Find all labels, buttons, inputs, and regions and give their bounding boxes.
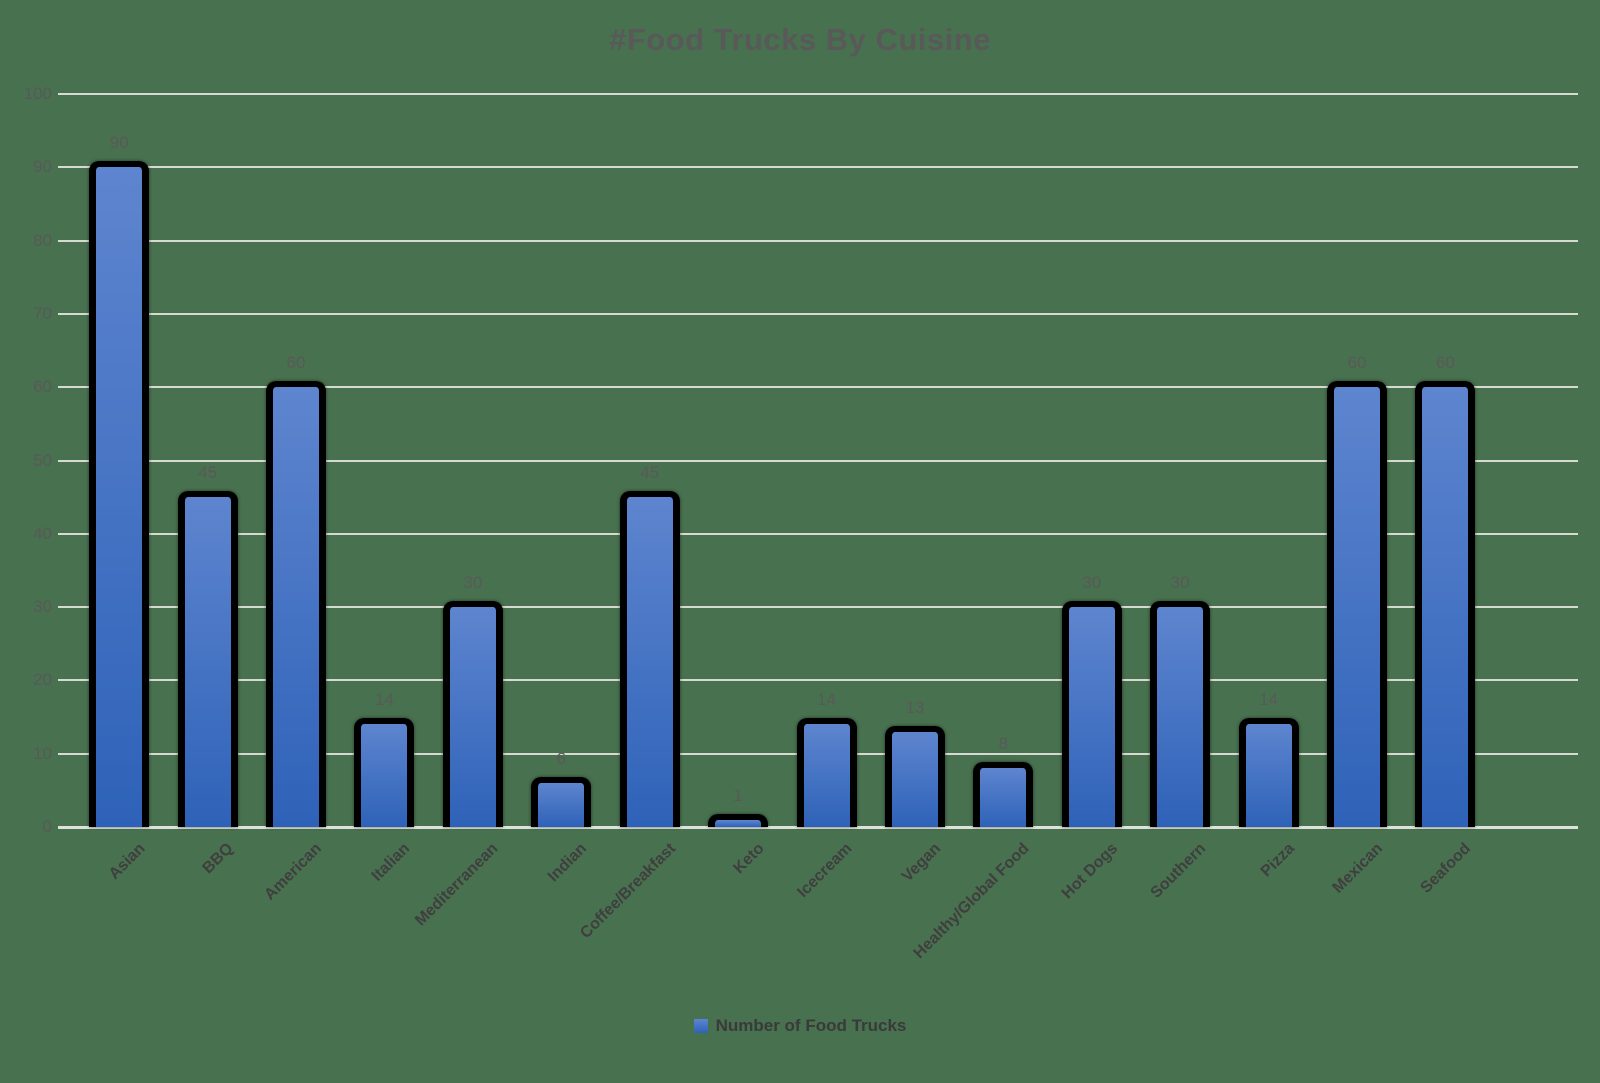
bar-value-label: 90 [109, 133, 129, 153]
bar [973, 762, 1034, 827]
legend-marker-icon [693, 1019, 708, 1033]
bar-value-label: 6 [556, 749, 566, 769]
gridline [58, 606, 1578, 609]
bar-value-label: 60 [1347, 353, 1367, 373]
gridline [58, 93, 1578, 95]
bar-value-label: 14 [1259, 690, 1278, 710]
bar [1238, 718, 1299, 827]
bar [619, 491, 680, 827]
y-axis-tick-label: 0 [42, 817, 52, 836]
bar [1326, 381, 1387, 827]
bar [531, 777, 592, 827]
bar-value-label: 8 [998, 734, 1009, 754]
gridline [58, 679, 1578, 682]
bar [442, 601, 503, 827]
gridline [58, 312, 1578, 315]
y-axis-tick-label: 80 [33, 230, 52, 250]
legend-series-label: Number of Food Trucks [715, 1016, 907, 1035]
bar-value-label: 14 [374, 690, 394, 710]
legend: Number of Food Trucks [0, 1016, 1600, 1036]
bar-value-label: 45 [198, 463, 218, 483]
bar [708, 813, 769, 827]
bar-value-label: 14 [817, 690, 836, 710]
bar-value-label: 45 [640, 463, 660, 483]
chart-title: #Food Trucks By Cuisine [609, 22, 991, 57]
gridline [58, 166, 1578, 169]
y-axis-tick-label: 10 [33, 743, 52, 763]
bar [1061, 601, 1122, 827]
y-axis-tick-label: 60 [33, 377, 52, 397]
bar-value-label: 30 [463, 573, 483, 593]
bar [1415, 381, 1476, 827]
gridline [58, 239, 1578, 242]
bar-value-label: 30 [1170, 573, 1190, 593]
bar-value-label: 13 [905, 697, 925, 717]
y-axis-tick-label: 90 [33, 157, 52, 177]
bar [1150, 601, 1211, 827]
gridline [58, 386, 1578, 389]
bar [266, 381, 327, 827]
bar [884, 725, 945, 827]
y-axis-tick-label: 20 [33, 670, 52, 690]
y-axis-tick-label: 50 [33, 450, 52, 470]
bar [354, 718, 415, 827]
bar [796, 718, 857, 827]
bar-value-label: 60 [286, 353, 306, 373]
x-axis-line [58, 826, 1578, 829]
y-axis-tick-label: 100 [23, 84, 52, 103]
bar [177, 491, 238, 827]
gridline [58, 459, 1578, 462]
bar-value-label: 1 [733, 785, 743, 805]
gridline [58, 532, 1578, 535]
y-axis-tick-label: 30 [33, 597, 52, 617]
y-axis-tick-label: 40 [33, 523, 52, 543]
bar-value-label: 30 [1082, 573, 1102, 593]
bar [89, 161, 150, 827]
bar-value-label: 60 [1435, 353, 1455, 373]
y-axis-tick-label: 70 [33, 303, 52, 323]
